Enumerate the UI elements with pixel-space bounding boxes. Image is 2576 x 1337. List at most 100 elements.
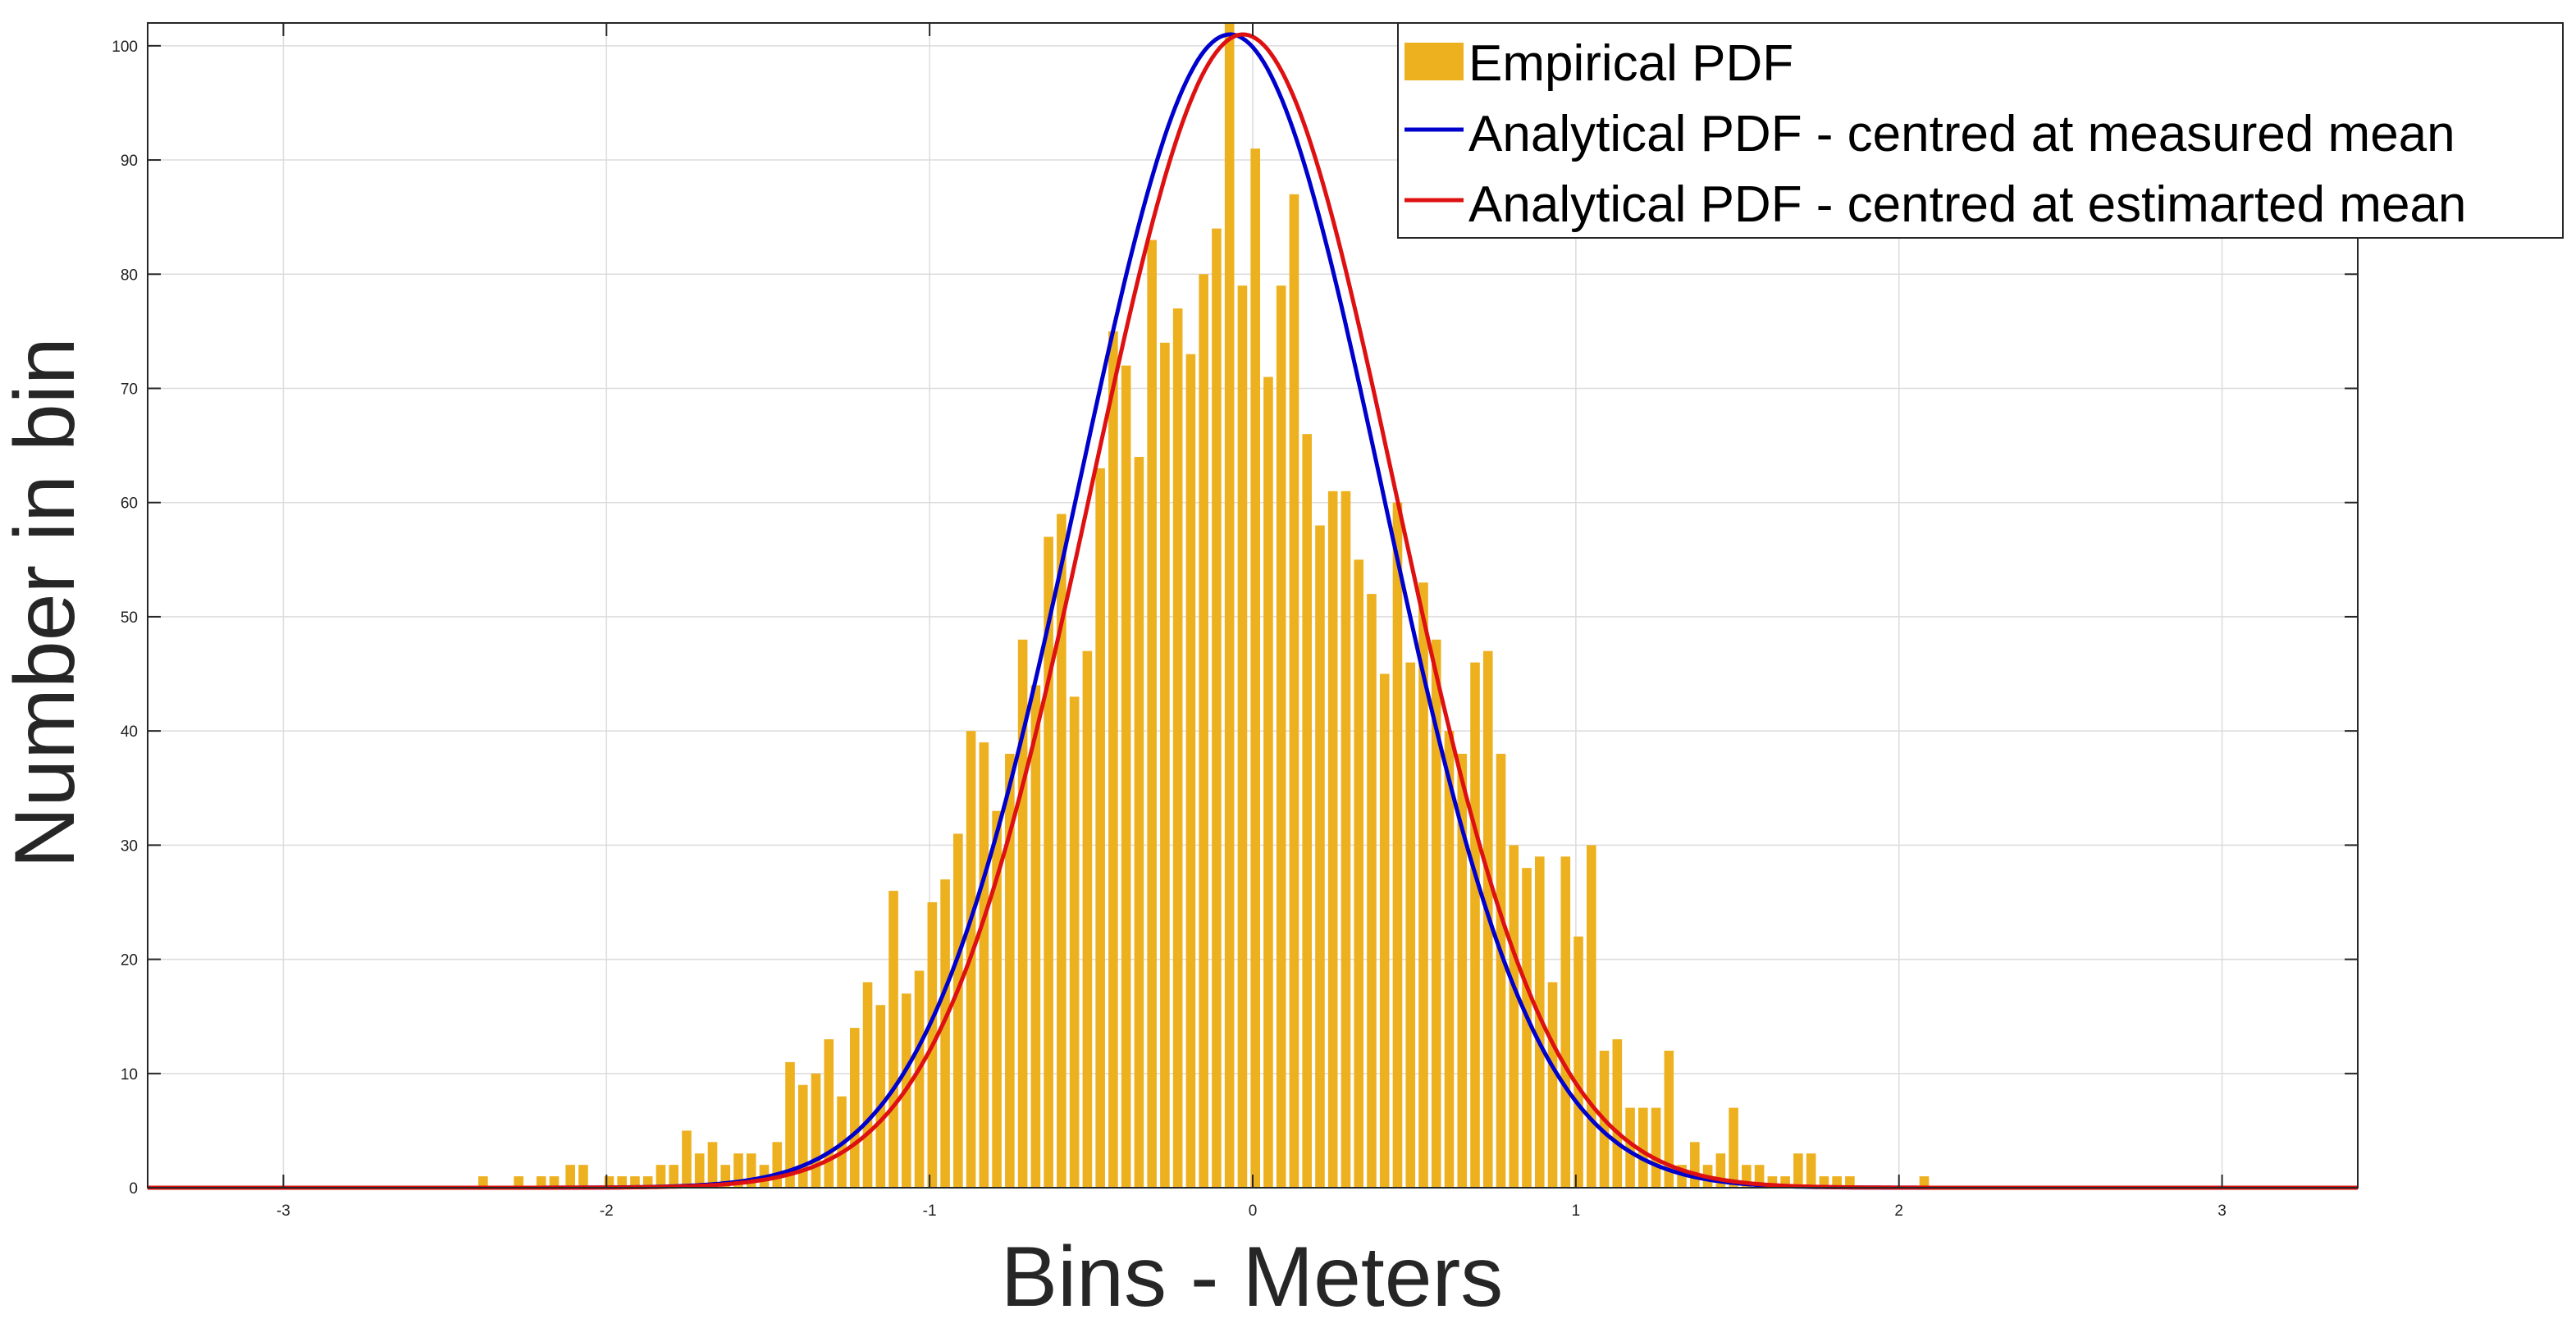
- histogram-bar: [1108, 331, 1118, 1189]
- histogram-bar: [1754, 1165, 1765, 1188]
- histogram-bar: [1793, 1153, 1803, 1188]
- histogram-bar: [1509, 845, 1519, 1188]
- legend-swatch-empirical: [1404, 43, 1464, 80]
- histogram-bar: [655, 1165, 666, 1188]
- histogram-bar: [1806, 1153, 1816, 1188]
- histogram-bar: [1263, 376, 1273, 1189]
- histogram-bar: [1224, 23, 1235, 1188]
- y-tick-label: 100: [112, 39, 138, 56]
- histogram-bar: [1444, 731, 1455, 1188]
- histogram-bar: [1160, 342, 1170, 1188]
- histogram-bar: [1625, 1107, 1635, 1188]
- y-tick-label: 40: [121, 723, 138, 741]
- histogram-bar: [1017, 639, 1028, 1188]
- histogram-bar: [824, 1039, 834, 1188]
- histogram-bars: [478, 23, 1930, 1189]
- histogram-bar: [617, 1176, 628, 1188]
- histogram-bar: [1289, 194, 1299, 1189]
- histogram-bar: [1121, 365, 1131, 1188]
- legend-label-empirical: Empirical PDF: [1468, 35, 1793, 92]
- x-tick-label: 3: [2217, 1202, 2227, 1220]
- histogram-bar: [1392, 502, 1403, 1188]
- legend-box: [1397, 22, 2564, 239]
- x-tick-label: 0: [1249, 1202, 1258, 1220]
- histogram-bar: [578, 1165, 588, 1188]
- histogram-bar: [1664, 1050, 1674, 1188]
- histogram-bar: [1057, 513, 1066, 1188]
- histogram-bar: [1832, 1176, 1842, 1188]
- histogram-bar: [1431, 639, 1441, 1188]
- histogram-bar: [514, 1176, 523, 1188]
- histogram-bar: [1638, 1107, 1648, 1188]
- histogram-bar: [1742, 1165, 1752, 1188]
- histogram-bar: [694, 1153, 705, 1188]
- histogram-bar: [669, 1165, 679, 1188]
- histogram-bar: [811, 1073, 821, 1188]
- histogram-bar: [604, 1176, 614, 1188]
- histogram-bar: [1534, 856, 1545, 1188]
- histogram-bar: [1379, 673, 1390, 1188]
- histogram-bar: [875, 1005, 886, 1188]
- histogram-bar: [1677, 1165, 1687, 1188]
- histogram-bar: [1586, 845, 1596, 1188]
- histogram-bar: [549, 1176, 560, 1188]
- histogram-bar: [785, 1061, 795, 1188]
- histogram-bar: [1651, 1107, 1661, 1188]
- histogram-bar: [940, 879, 950, 1188]
- histogram-bar: [682, 1130, 692, 1188]
- histogram-bar: [478, 1176, 488, 1188]
- y-tick-label: 10: [121, 1066, 138, 1084]
- legend-label-estimated: Analytical PDF - centred at estimarted m…: [1468, 176, 2466, 233]
- histogram-bar: [1367, 594, 1377, 1188]
- histogram-bar: [1418, 582, 1428, 1188]
- histogram-bar: [1030, 685, 1041, 1188]
- histogram-bar: [1134, 457, 1144, 1188]
- histogram-bar: [1819, 1176, 1829, 1188]
- y-axis-title: Number in bin: [0, 337, 93, 868]
- legend: Empirical PDF Analytical PDF - centred a…: [1397, 22, 2564, 239]
- histogram-bar: [1212, 228, 1222, 1188]
- histogram-bar: [1919, 1176, 1930, 1188]
- histogram-bar: [1767, 1176, 1778, 1188]
- x-tick-label: -1: [923, 1202, 937, 1220]
- histogram-bar: [1690, 1142, 1700, 1188]
- histogram-bar: [1612, 1039, 1623, 1188]
- histogram-bar: [1470, 662, 1480, 1188]
- histogram-bar: [1185, 354, 1196, 1189]
- histogram-bar: [642, 1176, 653, 1188]
- histogram-bar: [862, 982, 873, 1188]
- x-tick-label: -3: [276, 1202, 290, 1220]
- histogram-bar: [888, 891, 898, 1188]
- histogram-bar: [1069, 696, 1080, 1188]
- x-axis-title: Bins - Meters: [1001, 1230, 1504, 1325]
- y-tick-label: 90: [121, 153, 138, 170]
- histogram-bar: [849, 1028, 860, 1188]
- histogram-bar: [1276, 285, 1286, 1189]
- histogram-bar: [1147, 240, 1157, 1189]
- histogram-bar: [1341, 491, 1351, 1188]
- histogram-bar: [630, 1176, 640, 1188]
- histogram-bar: [772, 1142, 783, 1188]
- y-tick-label: 80: [121, 267, 138, 284]
- y-tick-label: 60: [121, 495, 138, 513]
- histogram-bar: [1715, 1153, 1726, 1188]
- histogram-bar: [1845, 1176, 1855, 1188]
- histogram-bar: [1250, 148, 1260, 1189]
- x-tick-label: -2: [600, 1202, 614, 1220]
- histogram-bar: [1095, 468, 1105, 1188]
- histogram-bar: [536, 1176, 546, 1188]
- histogram-bar: [1573, 936, 1583, 1188]
- histogram-bar: [1522, 868, 1532, 1188]
- histogram-bar: [1780, 1176, 1790, 1188]
- histogram-bar: [1302, 434, 1313, 1188]
- y-tick-label: 70: [121, 381, 138, 398]
- histogram-bar: [1547, 982, 1558, 1188]
- histogram-bar: [1729, 1107, 1738, 1188]
- histogram-bar: [1082, 650, 1093, 1188]
- x-tick-label: 2: [1894, 1202, 1903, 1220]
- histogram-bar: [720, 1165, 731, 1188]
- x-tick-label: 1: [1572, 1202, 1581, 1220]
- y-tick-label: 50: [121, 609, 138, 627]
